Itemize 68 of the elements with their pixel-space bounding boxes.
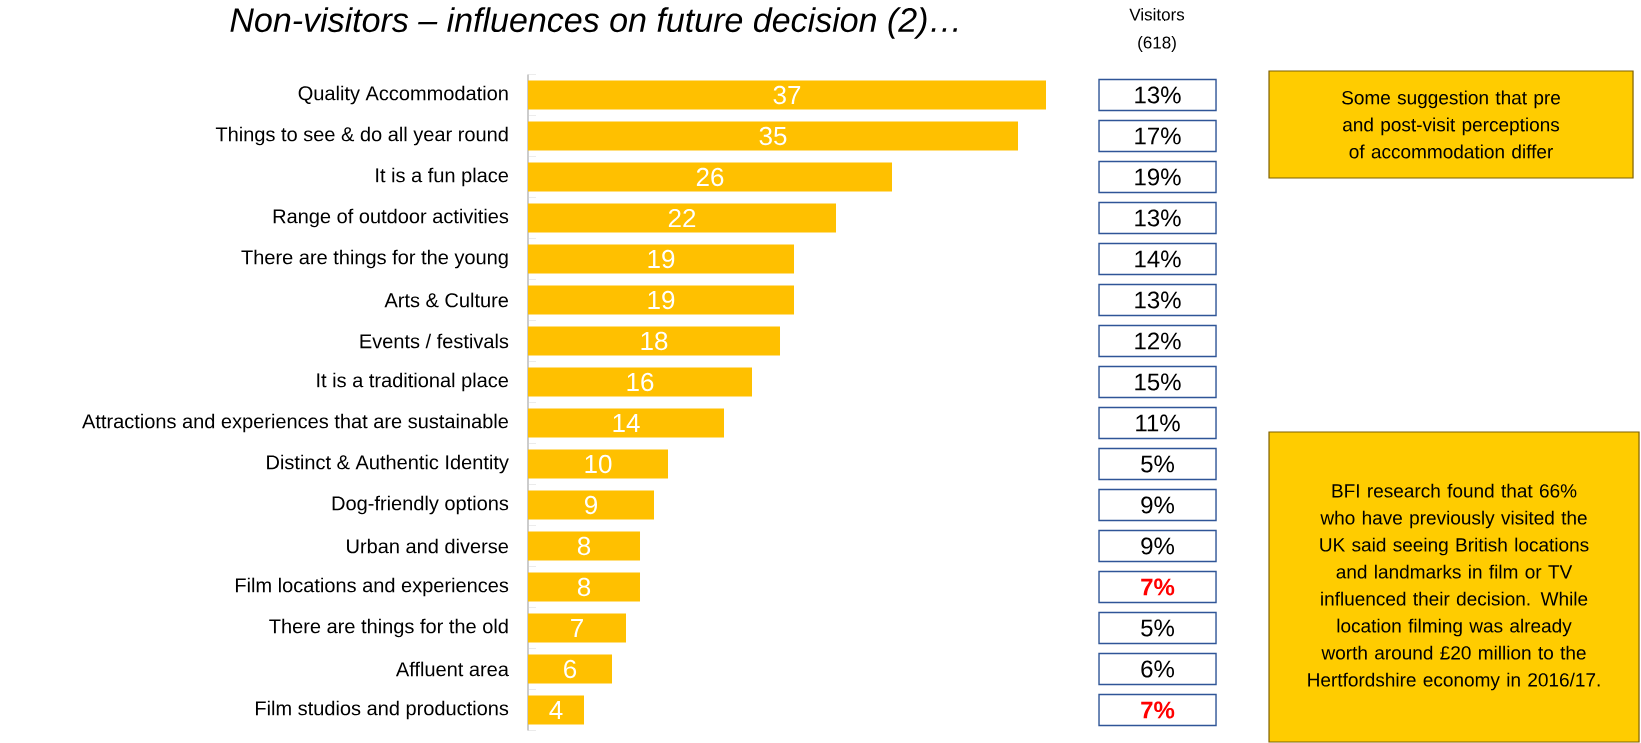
y-tick-label: Affluent area	[395, 661, 509, 677]
y-tick-label: Things to see & do all year round	[215, 126, 508, 146]
bar	[528, 203, 837, 233]
text: 11%	[1136, 414, 1180, 432]
bar	[528, 695, 585, 725]
y-tick-label: There are things for the young	[241, 249, 508, 269]
data-label: 26	[696, 167, 724, 187]
y-tick-label: Range of outdoor activities	[273, 208, 509, 228]
bar	[528, 408, 725, 438]
text: 9%	[1141, 496, 1175, 514]
text: 14%	[1135, 250, 1181, 268]
text: 12%	[1135, 332, 1181, 350]
data-label: 18	[641, 331, 668, 351]
data-label: 7	[571, 619, 583, 637]
text: 13%	[1135, 291, 1181, 309]
text: BFI research found that 66% who have previously visited the UK said seeing British locations and landmarks in film or TV influenced their decision. While location filming was already worth around £20 million to the Hertfordshire economy in 2016/17.	[1308, 483, 1600, 691]
y-tick-label: Dog-friendly options	[332, 495, 509, 515]
data-label: 14	[613, 414, 640, 432]
y-tick-label: It is a traditional place	[317, 372, 508, 392]
y-tick-label: Quality Accommodation	[298, 85, 508, 105]
y-tick-label: Film locations and experiences	[235, 577, 509, 597]
bar	[528, 531, 640, 561]
bar	[528, 121, 1019, 151]
bar	[528, 613, 627, 643]
text: 17%	[1135, 127, 1181, 145]
text: 7%	[1141, 578, 1175, 596]
data-label: 37	[773, 85, 801, 105]
bar	[528, 244, 795, 274]
text: 15%	[1135, 373, 1181, 391]
chart-title: Non-visitors – influences on future decision (2)…	[230, 7, 958, 39]
bar	[528, 367, 753, 397]
y-tick-label: Events / festivals	[360, 333, 509, 349]
y-tick-label: Film studios and productions	[255, 700, 509, 720]
data-label: 6	[564, 659, 577, 679]
bar	[528, 80, 1047, 110]
data-label: 8	[577, 536, 591, 556]
text: 13%	[1135, 209, 1181, 227]
bar	[528, 449, 669, 479]
text: 7%	[1141, 701, 1175, 719]
bar	[528, 162, 893, 192]
data-label: 8	[577, 577, 591, 597]
text: 5%	[1141, 619, 1175, 637]
data-label: 4	[549, 701, 563, 719]
text: Some suggestion that pre and post-visit perceptions of accommodation differ	[1342, 90, 1560, 159]
text: 19%	[1135, 168, 1181, 186]
bar	[528, 326, 780, 356]
data-label: 22	[668, 208, 696, 228]
y-tick-label: Urban and diverse	[347, 538, 508, 554]
text: 9%	[1141, 537, 1175, 555]
text: 6%	[1141, 660, 1175, 678]
y-tick-label: Distinct & Authentic Identity	[267, 454, 509, 474]
data-label: 10	[585, 454, 612, 474]
data-label: 9	[585, 495, 598, 515]
y-tick-label: Attractions and experiences that are sustainable	[82, 413, 508, 433]
text: 5%	[1141, 455, 1175, 473]
bar	[528, 654, 613, 684]
bar	[528, 572, 640, 602]
y-tick-label: It is a fun place	[376, 167, 509, 187]
bar	[528, 490, 654, 520]
data-label: 19	[648, 290, 675, 310]
data-label: 19	[648, 249, 675, 269]
text: 13%	[1135, 86, 1181, 104]
y-tick-label: There are things for the old	[269, 618, 508, 638]
text: Visitors (618)	[1129, 8, 1185, 52]
bar	[528, 285, 795, 315]
data-label: 35	[759, 126, 787, 146]
data-label: 16	[627, 372, 654, 392]
y-tick-label: Arts & Culture	[384, 292, 509, 308]
